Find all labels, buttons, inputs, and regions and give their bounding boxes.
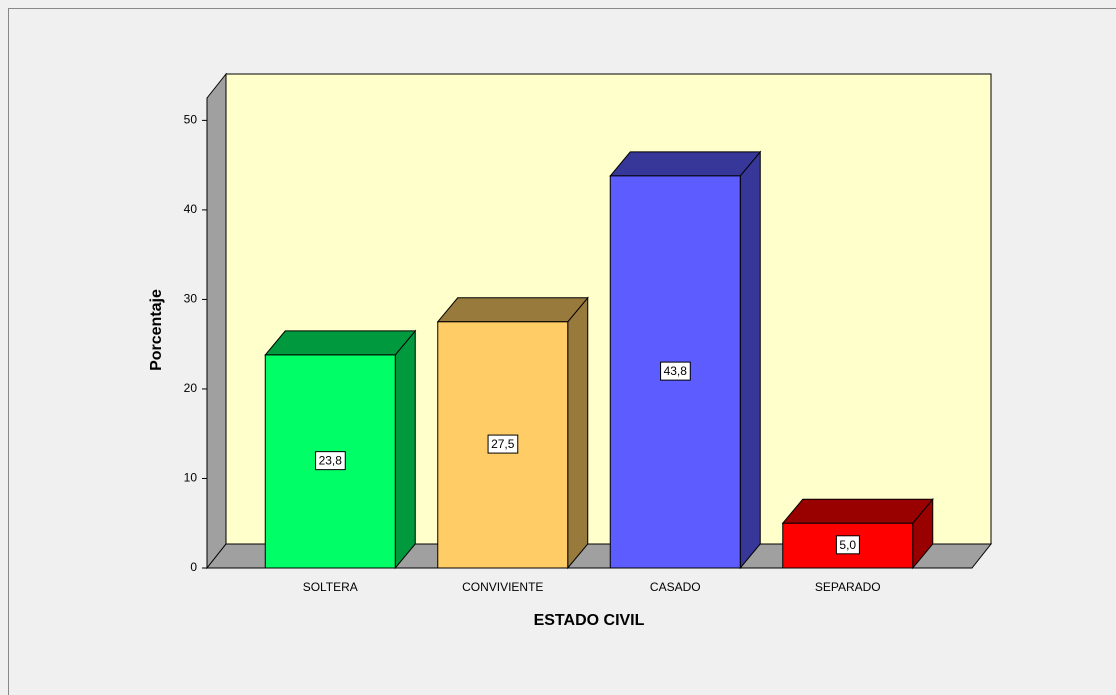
bar-side [567,296,589,570]
x-axis-title: ESTADO CIVIL [534,612,645,629]
bar-top [781,498,934,524]
value-label-box [315,451,346,471]
value-label: 23,8 [319,454,343,468]
y-tick-label: 20 [184,381,198,395]
y-tick-label: 10 [184,471,198,485]
value-label: 5,0 [839,538,856,552]
value-label-box [487,434,519,454]
side-wall [206,72,227,570]
bar-side [739,150,761,570]
x-tick-label: SEPARADO [815,580,881,594]
bar-top [264,330,417,356]
y-tick-label: 0 [190,560,197,574]
y-axis-title: Porcentaje [148,289,165,371]
y-tick-label: 40 [184,202,198,216]
bar-top [609,151,762,177]
bar-side [394,329,416,570]
bar-top [436,297,589,323]
x-tick-label: CONVIVIENTE [462,580,543,594]
y-tick-label: 50 [184,113,198,127]
y-tick-label: 30 [184,292,198,306]
value-label: 27,5 [491,437,515,451]
x-tick-label: CASADO [650,580,701,594]
value-label-box [660,361,691,381]
value-label-box [835,535,860,555]
x-tick-label: SOLTERA [303,580,358,594]
value-label: 43,8 [664,364,688,378]
